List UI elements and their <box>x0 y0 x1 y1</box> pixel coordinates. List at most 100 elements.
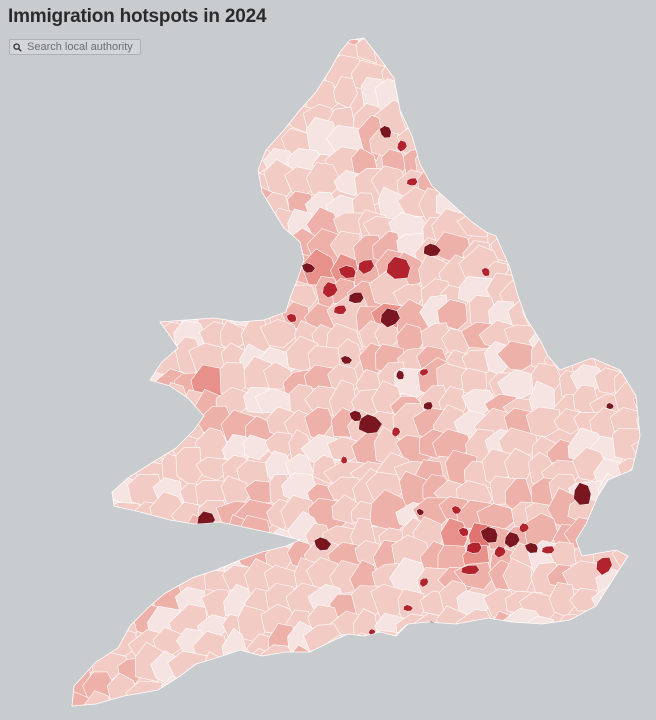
local-authority-area[interactable] <box>72 54 103 87</box>
local-authority-area[interactable] <box>162 60 189 83</box>
local-authority-area[interactable] <box>241 33 276 58</box>
local-authority-area[interactable] <box>110 280 155 307</box>
local-authority-area[interactable] <box>563 161 606 205</box>
local-authority-area[interactable] <box>49 159 79 200</box>
local-authority-area[interactable] <box>591 241 632 266</box>
hotspot-authority[interactable] <box>416 508 425 516</box>
local-authority-area[interactable] <box>525 273 555 308</box>
local-authority-area[interactable] <box>644 163 656 203</box>
search-input[interactable] <box>25 40 139 54</box>
local-authority-area[interactable] <box>81 278 118 306</box>
local-authority-area[interactable] <box>500 94 534 135</box>
local-authority-area[interactable] <box>268 72 295 112</box>
local-authority-area[interactable] <box>104 366 139 396</box>
local-authority-area[interactable] <box>414 128 456 153</box>
hotspot-authority[interactable] <box>419 577 429 588</box>
local-authority-area[interactable] <box>128 368 164 403</box>
local-authority-area[interactable] <box>42 450 81 485</box>
local-authority-area[interactable] <box>150 142 188 172</box>
local-authority-area[interactable] <box>197 127 226 163</box>
local-authority-area[interactable] <box>107 257 133 287</box>
local-authority-area[interactable] <box>525 625 560 656</box>
local-authority-area[interactable] <box>265 695 297 720</box>
local-authority-area[interactable] <box>57 314 99 356</box>
local-authority-area[interactable] <box>204 188 230 224</box>
local-authority-area[interactable] <box>528 615 555 643</box>
local-authority-area[interactable] <box>643 279 656 313</box>
local-authority-area[interactable] <box>175 52 204 89</box>
local-authority-area[interactable] <box>64 346 97 375</box>
local-authority-area[interactable] <box>113 433 149 459</box>
local-authority-area[interactable] <box>80 521 115 559</box>
local-authority-area[interactable] <box>456 17 494 46</box>
local-authority-area[interactable] <box>105 13 147 50</box>
local-authority-area[interactable] <box>639 544 656 581</box>
local-authority-area[interactable] <box>140 98 166 133</box>
local-authority-area[interactable] <box>239 99 272 138</box>
local-authority-area[interactable] <box>530 235 562 267</box>
local-authority-area[interactable] <box>222 211 250 247</box>
local-authority-area[interactable] <box>325 667 365 705</box>
local-authority-area[interactable] <box>443 654 472 693</box>
local-authority-area[interactable] <box>553 56 584 89</box>
local-authority-area[interactable] <box>259 319 299 349</box>
local-authority-area[interactable] <box>40 19 69 49</box>
local-authority-area[interactable] <box>123 163 168 202</box>
local-authority-area[interactable] <box>610 316 649 355</box>
local-authority-area[interactable] <box>549 150 580 181</box>
local-authority-area[interactable] <box>590 629 633 664</box>
local-authority-area[interactable] <box>554 625 583 666</box>
local-authority-area[interactable] <box>219 12 254 47</box>
local-authority-area[interactable] <box>217 249 250 290</box>
local-authority-area[interactable] <box>572 38 607 68</box>
hotspot-authority[interactable] <box>379 125 392 139</box>
local-authority-area[interactable] <box>642 89 656 114</box>
local-authority-area[interactable] <box>523 212 556 246</box>
hotspot-authority[interactable] <box>466 542 483 554</box>
local-authority-area[interactable] <box>67 299 103 337</box>
local-authority-area[interactable] <box>434 29 476 70</box>
local-authority-area[interactable] <box>290 53 323 91</box>
local-authority-area[interactable] <box>611 193 640 228</box>
local-authority-area[interactable] <box>637 562 656 603</box>
local-authority-area[interactable] <box>641 455 656 488</box>
local-authority-area[interactable] <box>201 150 235 183</box>
local-authority-area[interactable] <box>190 37 231 72</box>
local-authority-area[interactable] <box>398 32 435 65</box>
local-authority-area[interactable] <box>635 495 656 530</box>
local-authority-area[interactable] <box>132 9 163 51</box>
local-authority-area[interactable] <box>523 146 555 179</box>
local-authority-area[interactable] <box>129 415 161 443</box>
local-authority-area[interactable] <box>375 685 411 720</box>
local-authority-area[interactable] <box>420 57 450 97</box>
local-authority-area[interactable] <box>158 172 196 200</box>
local-authority-area[interactable] <box>354 679 381 712</box>
local-authority-area[interactable] <box>465 633 497 659</box>
local-authority-area[interactable] <box>64 470 100 512</box>
local-authority-area[interactable] <box>241 207 277 246</box>
local-authority-area[interactable] <box>112 526 142 555</box>
local-authority-area[interactable] <box>246 701 278 720</box>
local-authority-area[interactable] <box>107 535 137 581</box>
local-authority-area[interactable] <box>285 33 323 73</box>
hotspot-authority[interactable] <box>260 532 276 543</box>
local-authority-area[interactable] <box>60 36 104 69</box>
local-authority-area[interactable] <box>69 636 94 665</box>
local-authority-area[interactable] <box>139 328 168 353</box>
local-authority-area[interactable] <box>69 227 103 261</box>
local-authority-area[interactable] <box>523 129 553 161</box>
local-authority-area[interactable] <box>85 455 125 486</box>
local-authority-area[interactable] <box>552 123 587 161</box>
local-authority-area[interactable] <box>507 212 544 251</box>
local-authority-area[interactable] <box>262 236 287 269</box>
local-authority-area[interactable] <box>397 54 432 102</box>
local-authority-area[interactable] <box>634 671 656 702</box>
local-authority-area[interactable] <box>506 230 544 269</box>
local-authority-area[interactable] <box>37 404 78 445</box>
local-authority-area[interactable] <box>196 172 230 200</box>
local-authority-area[interactable] <box>65 579 95 616</box>
local-authority-area[interactable] <box>214 88 256 116</box>
local-authority-area[interactable] <box>458 79 494 112</box>
local-authority-area[interactable] <box>172 161 207 199</box>
